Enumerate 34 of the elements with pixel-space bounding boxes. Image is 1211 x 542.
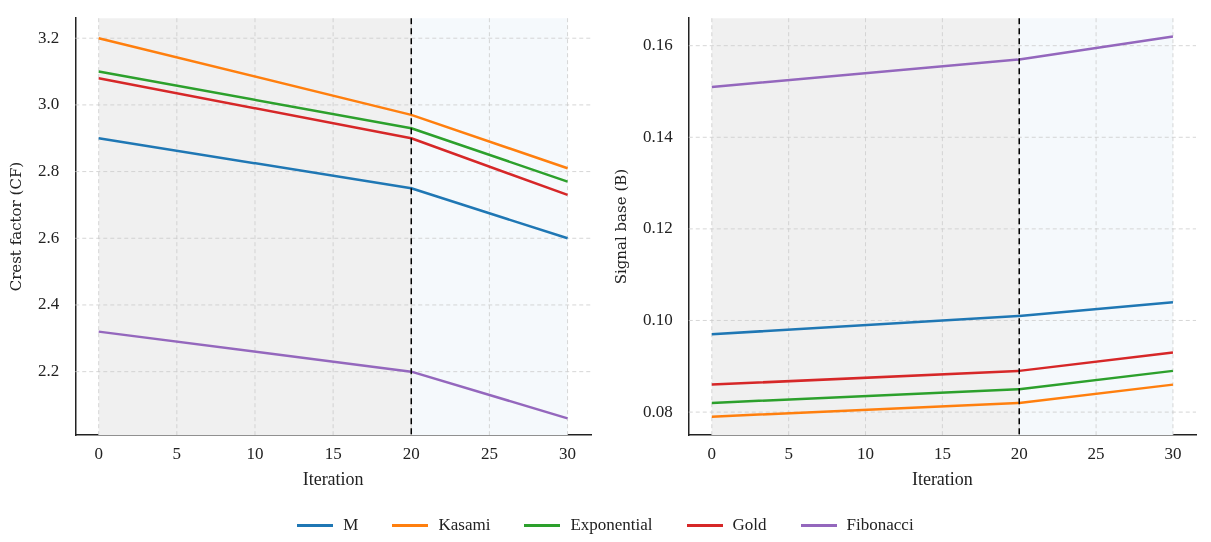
y-tick-label: 3.0: [38, 94, 60, 114]
y-tick-label: 0.08: [643, 401, 673, 421]
x-tick-label: 25: [480, 443, 498, 463]
x-tick-label: 20: [402, 443, 420, 463]
y-tick-label: 3.2: [38, 27, 60, 47]
y-tick-label: 0.10: [643, 309, 673, 329]
x-tick-label: 30: [1164, 443, 1182, 463]
legend-label: Fibonacci: [846, 515, 914, 535]
y-tick-label: 0.16: [643, 35, 673, 55]
x-tick-label: 15: [933, 443, 951, 463]
y-axis-title: Crest factor (CF): [6, 161, 25, 292]
x-tick-label: 5: [172, 443, 182, 463]
y-tick-label: 0.14: [643, 126, 674, 146]
legend-label: Kasami: [438, 515, 491, 535]
x-axis-title: Iteration: [302, 468, 364, 489]
x-tick-label: 25: [1087, 443, 1105, 463]
x-tick-label: 20: [1010, 443, 1028, 463]
y-tick-label: 2.2: [38, 361, 60, 381]
x-tick-label: 0: [94, 443, 103, 463]
x-tick-label: 0: [707, 443, 717, 463]
x-tick-label: 10: [857, 443, 875, 463]
y-axis-title: Signal base (B): [611, 168, 630, 285]
y-tick-label: 2.6: [38, 227, 60, 247]
x-tick-label: 30: [559, 443, 577, 463]
legend-label: Exponential: [570, 515, 653, 535]
x-axis-title: Iteration: [911, 468, 973, 489]
x-tick-label: 5: [784, 443, 793, 463]
y-tick-label: 2.8: [38, 161, 60, 181]
legend-label: M: [343, 515, 359, 535]
x-tick-label: 10: [246, 443, 264, 463]
y-tick-label: 0.12: [643, 218, 673, 238]
x-tick-label: 15: [324, 443, 342, 463]
legend-label: Gold: [732, 515, 767, 535]
y-tick-label: 2.4: [38, 294, 60, 314]
